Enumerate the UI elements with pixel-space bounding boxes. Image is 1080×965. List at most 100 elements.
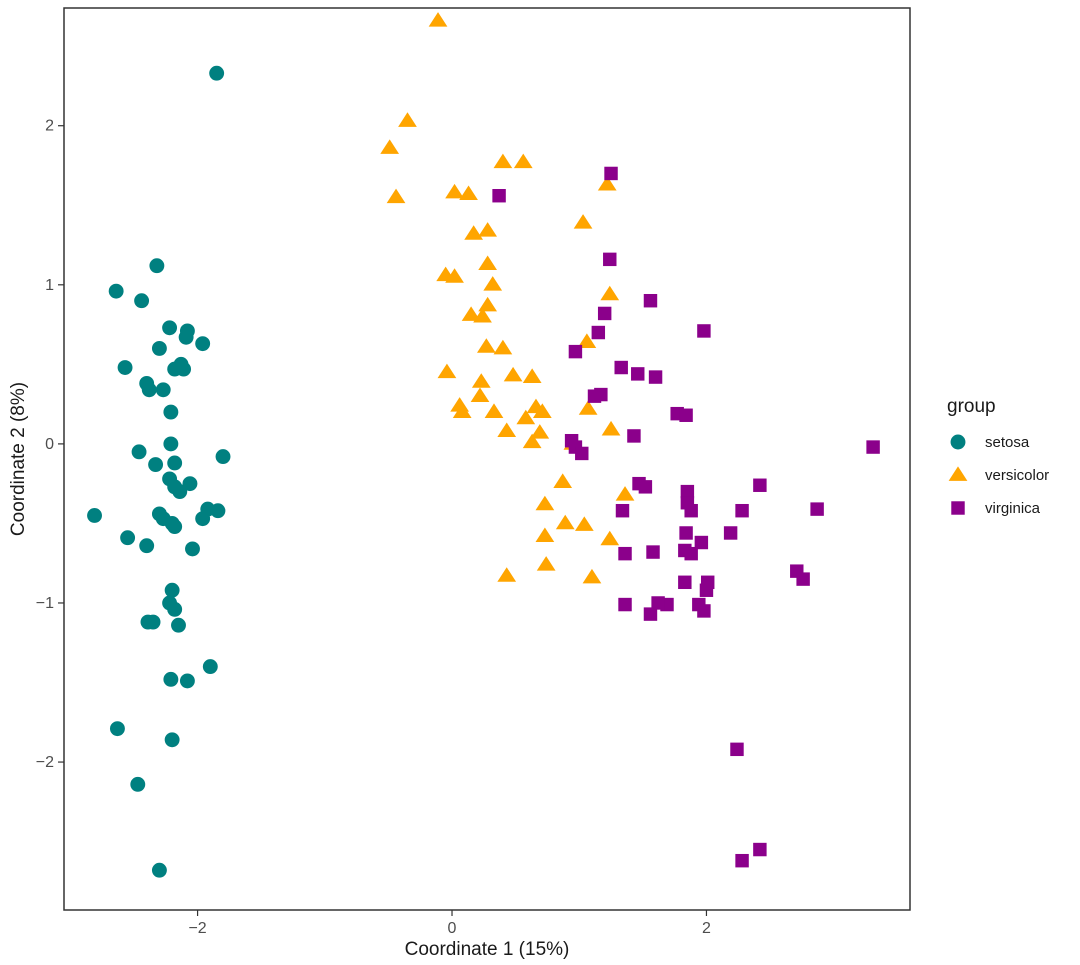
virginica-point xyxy=(597,306,612,321)
versicolor-point xyxy=(478,222,497,237)
y-tick-label: 2 xyxy=(45,118,54,135)
virginica-point xyxy=(735,853,749,868)
virginica-point xyxy=(679,526,693,540)
virginica-point xyxy=(697,604,711,618)
virginica-point xyxy=(591,325,606,340)
virginica-point xyxy=(587,389,602,403)
versicolor-point xyxy=(530,424,550,439)
virginica-point xyxy=(603,252,617,267)
y-tick-label: 1 xyxy=(45,277,54,294)
legend-label: versicolor xyxy=(985,467,1049,484)
versicolor-point xyxy=(478,255,497,270)
setosa-point xyxy=(179,673,195,689)
setosa-point xyxy=(167,455,183,471)
setosa-point xyxy=(120,530,136,546)
virginica-point xyxy=(810,502,824,516)
x-tick-label: 0 xyxy=(448,920,457,937)
versicolor-point xyxy=(513,153,533,169)
virginica-point xyxy=(615,503,630,518)
setosa-point xyxy=(134,293,150,309)
series-setosa xyxy=(87,65,231,878)
virginica-point xyxy=(679,408,693,422)
setosa-point xyxy=(209,65,225,81)
series-versicolor xyxy=(380,12,635,584)
versicolor-point xyxy=(535,527,555,543)
virginica-point xyxy=(643,293,658,308)
versicolor-point xyxy=(497,567,517,582)
virginica-point xyxy=(646,545,660,559)
versicolor-point xyxy=(484,403,504,418)
setosa-point xyxy=(151,340,167,356)
versicolor-point xyxy=(553,473,573,488)
setosa-point xyxy=(148,457,164,473)
versicolor-point xyxy=(573,214,593,229)
versicolor-point xyxy=(459,185,478,201)
legend: group setosa versicolor virginica xyxy=(947,396,1049,517)
virginica-point xyxy=(643,607,658,621)
legend-label: virginica xyxy=(985,500,1041,517)
setosa-point xyxy=(185,541,200,557)
x-tick-label: −2 xyxy=(188,920,206,937)
versicolor-point xyxy=(398,112,417,127)
virginica-point xyxy=(575,446,589,461)
y-tick-label: −2 xyxy=(36,754,54,771)
versicolor-point xyxy=(478,296,497,312)
y-axis: −2 −1 0 1 2 xyxy=(36,118,64,771)
setosa-point xyxy=(164,582,180,598)
versicolor-point xyxy=(493,153,513,169)
virginica-point xyxy=(614,360,628,375)
x-tick-label: 2 xyxy=(702,920,711,937)
setosa-point xyxy=(139,538,155,554)
versicolor-point xyxy=(577,333,597,348)
versicolor-point xyxy=(522,433,542,449)
versicolor-point xyxy=(386,188,406,204)
versicolor-point xyxy=(516,409,536,425)
setosa-point xyxy=(130,776,146,792)
setosa-point xyxy=(195,336,211,352)
versicolor-point xyxy=(471,373,491,388)
virginica-point xyxy=(568,344,583,359)
series-virginica xyxy=(492,166,880,868)
x-axis: −2 0 2 xyxy=(188,910,711,937)
versicolor-point xyxy=(615,486,635,501)
virginica-point xyxy=(723,526,738,540)
setosa-point xyxy=(162,320,178,336)
setosa-point xyxy=(195,511,211,527)
versicolor-point xyxy=(437,363,457,379)
versicolor-point xyxy=(532,403,552,418)
legend-item-setosa: setosa xyxy=(950,434,1030,451)
setosa-point xyxy=(131,444,147,460)
virginica-point xyxy=(866,440,880,454)
legend-key-setosa xyxy=(950,434,966,450)
versicolor-point xyxy=(452,403,472,418)
versicolor-point xyxy=(380,139,400,154)
setosa-point xyxy=(163,436,179,452)
versicolor-point xyxy=(522,368,542,383)
versicolor-point xyxy=(470,387,490,403)
versicolor-point xyxy=(493,339,513,355)
virginica-point xyxy=(753,842,767,857)
setosa-point xyxy=(163,671,179,687)
virginica-point xyxy=(697,324,711,338)
setosa-point xyxy=(151,862,167,878)
plot-panel-border xyxy=(63,7,911,911)
setosa-point xyxy=(171,617,186,633)
y-tick-label: −1 xyxy=(36,595,54,612)
versicolor-point xyxy=(597,175,617,191)
versicolor-point xyxy=(464,225,484,240)
versicolor-point xyxy=(600,285,620,301)
virginica-point xyxy=(651,596,665,610)
points-layer xyxy=(87,12,880,878)
versicolor-point xyxy=(574,516,594,531)
versicolor-point xyxy=(497,422,517,438)
setosa-point xyxy=(202,659,218,675)
virginica-point xyxy=(648,370,663,384)
setosa-point xyxy=(155,382,171,398)
virginica-point xyxy=(680,484,695,499)
versicolor-point xyxy=(600,530,620,546)
versicolor-point xyxy=(445,268,464,283)
versicolor-point xyxy=(601,420,621,436)
virginica-point xyxy=(618,597,632,612)
setosa-point xyxy=(145,614,161,630)
